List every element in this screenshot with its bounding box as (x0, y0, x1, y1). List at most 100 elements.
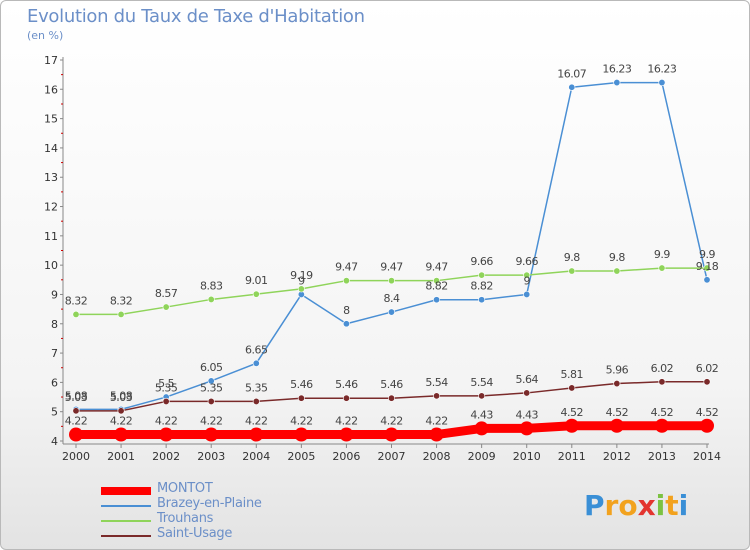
data-point (387, 394, 395, 402)
data-label: 5.03 (65, 391, 88, 404)
data-point (658, 79, 666, 87)
x-tick-label: 2002 (152, 450, 180, 463)
data-label: 5.35 (245, 381, 268, 394)
y-tick-label: 8 (51, 318, 58, 331)
legend-item: Trouhans (101, 511, 361, 528)
data-point (613, 267, 621, 275)
data-point (654, 418, 669, 433)
data-point (478, 271, 486, 279)
data-label: 4.43 (470, 408, 493, 421)
data-label: 5.64 (515, 373, 538, 386)
legend-label: MONTOT (157, 481, 213, 496)
y-tick-label: 10 (44, 259, 58, 272)
data-point (207, 295, 215, 303)
data-label: 5.46 (380, 378, 403, 391)
data-label: 8 (343, 304, 350, 317)
data-label: 9.8 (564, 251, 580, 264)
data-point (114, 427, 129, 442)
data-point (339, 427, 354, 442)
data-label: 16.23 (647, 63, 676, 76)
data-point (609, 418, 624, 433)
logo-letter: i (678, 489, 689, 522)
legend-swatch (101, 505, 151, 507)
data-label: 5.81 (561, 368, 584, 381)
data-point (117, 407, 125, 415)
data-point (568, 384, 576, 392)
data-point (523, 290, 531, 298)
data-point (252, 290, 260, 298)
data-point (568, 267, 576, 275)
y-tick-label: 4 (51, 435, 58, 448)
data-label: 8.57 (155, 287, 178, 300)
data-point (613, 380, 621, 388)
data-point (429, 427, 444, 442)
data-label: 8.32 (65, 294, 88, 307)
data-point (69, 427, 83, 442)
legend-swatch (101, 535, 151, 537)
x-tick-label: 2009 (468, 450, 496, 463)
data-label: 4.52 (561, 406, 584, 419)
logo-letter: o (618, 489, 638, 522)
data-point (294, 427, 309, 442)
y-tick-label: 15 (44, 113, 58, 126)
data-point (703, 264, 711, 272)
x-tick-label: 2007 (378, 450, 406, 463)
data-point (72, 310, 80, 318)
x-tick-label: 2010 (513, 450, 541, 463)
y-tick-label: 12 (44, 201, 58, 214)
data-point (297, 394, 305, 402)
data-label: 5.46 (290, 378, 313, 391)
data-label: 9.9 (699, 248, 715, 261)
data-label: 16.07 (557, 67, 586, 80)
legend: MONTOT Brazey-en-Plaine Trouhans Saint-Usag… (101, 481, 361, 543)
data-label: 5.5 (158, 377, 174, 390)
data-label: 9.8 (609, 251, 625, 264)
data-label: 9 (523, 274, 530, 287)
data-point (159, 427, 174, 442)
data-point (342, 277, 350, 285)
data-point (700, 418, 714, 433)
data-point (207, 397, 215, 405)
data-point (523, 389, 531, 397)
data-point (564, 418, 579, 433)
data-point (703, 276, 711, 284)
data-label: 5.35 (155, 381, 178, 394)
y-tick-label: 16 (44, 83, 58, 96)
x-tick-label: 2004 (242, 450, 270, 463)
data-point (162, 303, 170, 311)
chart-subtitle: (en %) (27, 29, 64, 42)
data-label: 9.47 (335, 261, 358, 274)
data-point (433, 296, 441, 304)
y-tick-label: 11 (44, 230, 58, 243)
data-point (519, 421, 534, 436)
logo-letter: t (665, 489, 679, 522)
x-tick-label: 2008 (423, 450, 451, 463)
series-line-brazey-en-plaine (76, 81, 708, 411)
data-label: 5.08 (110, 389, 133, 402)
x-tick-label: 2006 (332, 450, 360, 463)
logo-letter: P (584, 489, 605, 522)
x-tick-label: 2003 (197, 450, 225, 463)
x-tick-label: 2011 (558, 450, 586, 463)
y-tick-label: 7 (51, 347, 58, 360)
data-label: 4.22 (155, 415, 178, 428)
data-point (252, 397, 260, 405)
data-point (433, 392, 441, 400)
data-point (72, 407, 80, 415)
data-point (342, 394, 350, 402)
data-label: 9 (298, 274, 305, 287)
data-point (658, 378, 666, 386)
data-point (658, 264, 666, 272)
data-point (387, 277, 395, 285)
data-label: 4.22 (425, 415, 448, 428)
data-label: 9.47 (425, 261, 448, 274)
data-label: 4.22 (335, 415, 358, 428)
legend-item: Brazey-en-Plaine (101, 496, 361, 513)
data-label: 5.54 (470, 376, 493, 389)
data-point (297, 285, 305, 293)
legend-item: Saint-Usage (101, 526, 361, 543)
data-point (703, 378, 711, 386)
data-point (117, 310, 125, 318)
data-label: 8.32 (110, 294, 133, 307)
